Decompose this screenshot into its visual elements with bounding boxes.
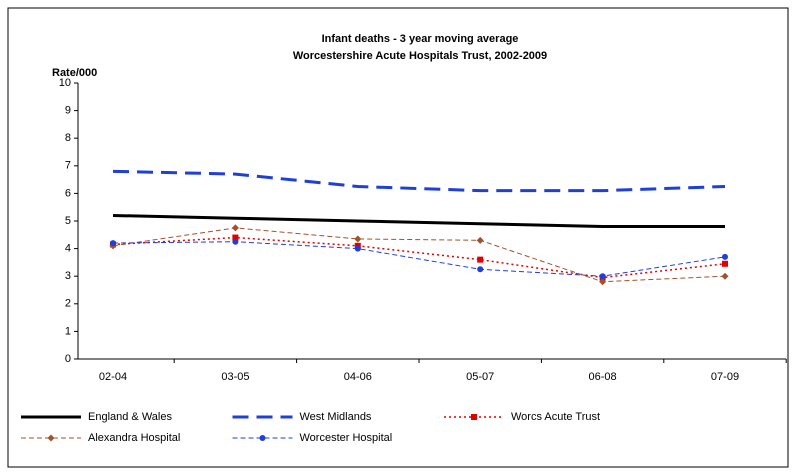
- legend-label: West Midlands: [300, 411, 372, 423]
- series-line: [112, 236, 726, 279]
- x-tick-label: 07-09: [711, 371, 739, 383]
- marker: [110, 240, 116, 247]
- y-tick-label: 8: [65, 132, 71, 144]
- y-tick-label: 4: [65, 243, 71, 255]
- x-tick-label: 05-07: [466, 371, 494, 383]
- y-tick-label: 5: [65, 215, 71, 227]
- marker: [477, 256, 484, 263]
- y-tick-label: 7: [65, 160, 71, 172]
- marker: [47, 434, 55, 442]
- x-tick-label: 06-08: [589, 371, 617, 383]
- y-tick-label: 0: [65, 353, 71, 365]
- marker: [599, 273, 606, 280]
- marker: [354, 235, 362, 243]
- legend-label: England & Wales: [88, 411, 172, 423]
- series-line: [112, 227, 726, 283]
- series-line: [112, 169, 726, 193]
- x-tick-label: 02-04: [99, 371, 127, 383]
- chart-frame: [7, 7, 789, 468]
- series-line: [112, 241, 726, 277]
- y-tick-label: 2: [65, 298, 71, 310]
- y-tick-label: 3: [65, 270, 71, 282]
- marker: [721, 272, 729, 280]
- chart-title: Infant deaths - 3 year moving average: [322, 33, 519, 45]
- legend-label: Alexandra Hospital: [88, 432, 180, 444]
- y-tick-label: 10: [59, 77, 71, 89]
- y-tick-label: 6: [65, 187, 71, 199]
- marker: [354, 245, 361, 252]
- chart-subtitle: Worcestershire Acute Hospitals Trust, 20…: [293, 50, 547, 62]
- marker: [477, 266, 484, 273]
- series-line: [112, 213, 725, 229]
- marker: [232, 234, 239, 241]
- y-tick-label: 9: [65, 105, 71, 117]
- marker: [231, 224, 239, 232]
- marker: [476, 236, 484, 244]
- marker: [471, 414, 477, 420]
- marker: [259, 435, 266, 441]
- x-tick-label: 04-06: [344, 371, 372, 383]
- y-axis-label: Rate/000: [52, 67, 97, 79]
- legend-label: Worcester Hospital: [300, 432, 393, 444]
- marker: [722, 260, 728, 267]
- x-tick-label: 03-05: [221, 371, 249, 383]
- marker: [599, 278, 607, 286]
- y-tick-label: 1: [65, 325, 71, 337]
- marker: [232, 238, 239, 245]
- marker: [722, 253, 728, 260]
- legend-label: Worcs Acute Trust: [511, 411, 600, 423]
